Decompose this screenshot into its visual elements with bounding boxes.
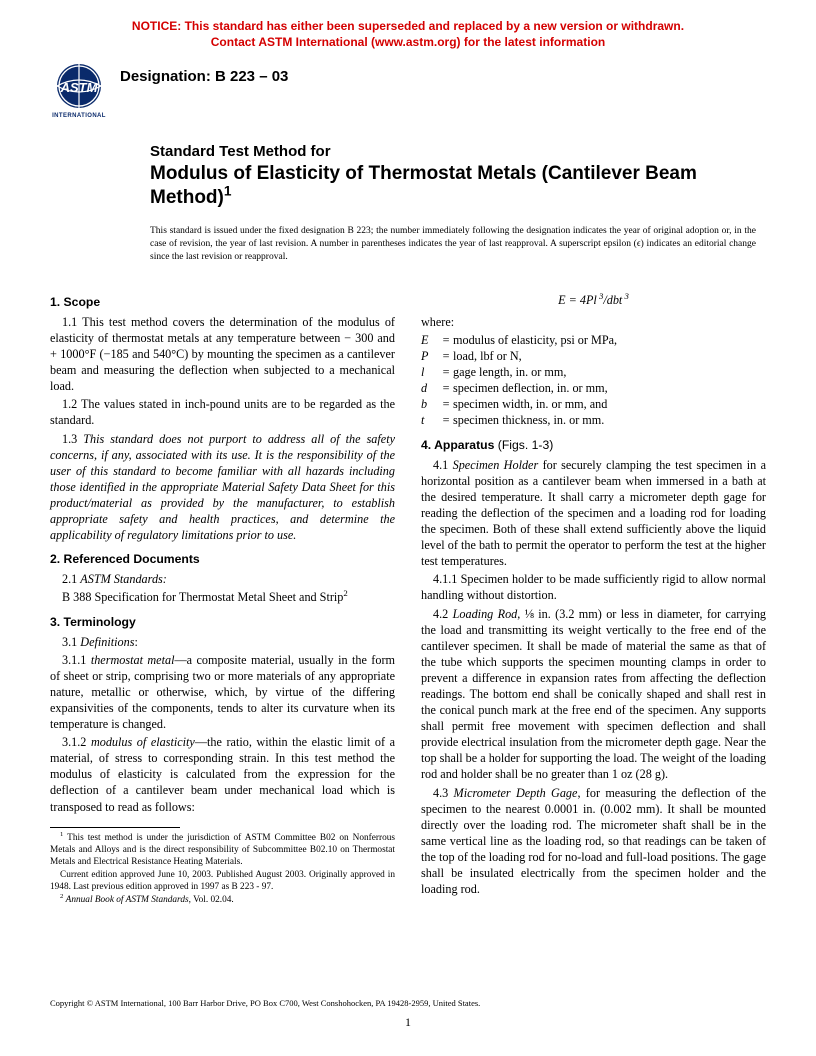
symbol-def: b=specimen width, in. or mm, and xyxy=(421,396,766,412)
where-label: where: xyxy=(421,314,766,330)
header-row: ASTM INTERNATIONAL Designation: B 223 – … xyxy=(0,50,816,120)
title-line2: Modulus of Elasticity of Thermostat Meta… xyxy=(150,162,766,210)
body-columns: 1. Scope 1.1 This test method covers the… xyxy=(0,264,816,907)
svg-text:ASTM: ASTM xyxy=(60,80,99,95)
symbol-def: E=modulus of elasticity, psi or MPa, xyxy=(421,332,766,348)
notice-line2: Contact ASTM International (www.astm.org… xyxy=(211,35,605,49)
section-2-head: 2. Referenced Documents xyxy=(50,551,395,567)
para-3-1: 3.1 Definitions: xyxy=(50,634,395,650)
para-4-2: 4.2 Loading Rod, ⅛ in. (3.2 mm) or less … xyxy=(421,606,766,783)
notice-banner: NOTICE: This standard has either been su… xyxy=(0,0,816,50)
para-1-1: 1.1 This test method covers the determin… xyxy=(50,314,395,394)
title-line1: Standard Test Method for xyxy=(150,142,766,162)
symbol-def: t=specimen thickness, in. or mm. xyxy=(421,412,766,428)
section-4-head: 4. Apparatus (Figs. 1-3) xyxy=(421,437,766,453)
para-3-1-2: 3.1.2 modulus of elasticity—the ratio, w… xyxy=(50,734,395,814)
section-1-head: 1. Scope xyxy=(50,294,395,310)
para-4-1: 4.1 Specimen Holder for securely clampin… xyxy=(421,457,766,570)
symbol-def: d=specimen deflection, in. or mm, xyxy=(421,380,766,396)
symbol-definitions: E=modulus of elasticity, psi or MPa,P=lo… xyxy=(421,332,766,429)
para-1-3: 1.3 This standard does not purport to ad… xyxy=(50,431,395,544)
para-2-2: B 388 Specification for Thermostat Metal… xyxy=(50,589,395,605)
page-number: 1 xyxy=(0,1015,816,1030)
copyright: Copyright © ASTM International, 100 Barr… xyxy=(50,998,766,1008)
symbol-def: l=gage length, in. or mm, xyxy=(421,364,766,380)
para-4-1-1: 4.1.1 Specimen holder to be made suffici… xyxy=(421,571,766,603)
para-3-1-1: 3.1.1 thermostat metal—a composite mater… xyxy=(50,652,395,732)
formula: E = 4Pl 3/dbt 3 xyxy=(421,292,766,308)
section-3-head: 3. Terminology xyxy=(50,614,395,630)
notice-line1: NOTICE: This standard has either been su… xyxy=(132,19,684,33)
issued-note: This standard is issued under the fixed … xyxy=(0,215,816,263)
svg-text:INTERNATIONAL: INTERNATIONAL xyxy=(52,113,106,119)
para-2-1: 2.1 ASTM Standards: xyxy=(50,571,395,587)
para-1-2: 1.2 The values stated in inch-pound unit… xyxy=(50,396,395,428)
para-4-3: 4.3 Micrometer Depth Gage, for measuring… xyxy=(421,785,766,898)
footnote-1b: Current edition approved June 10, 2003. … xyxy=(50,869,395,893)
footnote-1: 1 This test method is under the jurisdic… xyxy=(50,832,395,868)
title-block: Standard Test Method for Modulus of Elas… xyxy=(0,120,816,215)
symbol-def: P=load, lbf or N, xyxy=(421,348,766,364)
astm-logo: ASTM INTERNATIONAL xyxy=(50,62,108,120)
footnote-2: 2 Annual Book of ASTM Standards, Vol. 02… xyxy=(50,894,395,906)
designation: Designation: B 223 – 03 xyxy=(108,62,288,85)
